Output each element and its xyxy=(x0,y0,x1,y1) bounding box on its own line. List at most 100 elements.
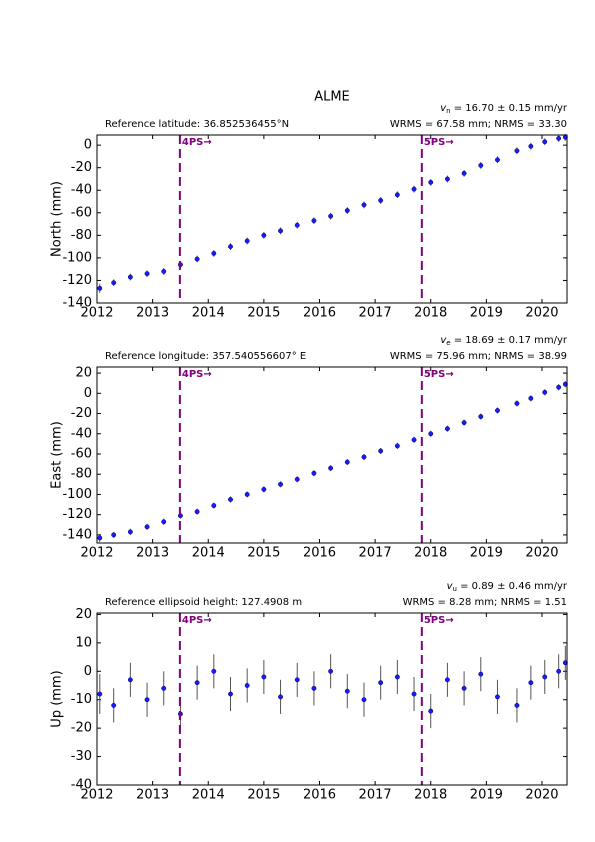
data-point xyxy=(461,685,467,691)
data-point xyxy=(278,694,284,700)
data-point xyxy=(211,668,217,674)
y-tick-label: -20 xyxy=(71,160,92,175)
data-point xyxy=(278,481,284,487)
reference: Reference ellipsoid height: 127.4908 m xyxy=(105,597,302,608)
data-point xyxy=(161,685,167,691)
x-tick-label: 2016 xyxy=(303,546,336,561)
data-point xyxy=(127,677,133,683)
x-tick-label: 2013 xyxy=(136,306,169,321)
velocity-subscript: u xyxy=(452,585,456,593)
x-tick-label: 2013 xyxy=(136,788,169,803)
data-point xyxy=(144,697,150,703)
y-axis-label: North (mm) xyxy=(50,181,65,257)
data-point xyxy=(328,668,334,674)
x-tick-label: 2018 xyxy=(414,306,447,321)
data-point xyxy=(411,691,417,697)
data-point xyxy=(127,529,133,535)
y-tick-label: -140 xyxy=(62,527,92,542)
figure-title: ALME xyxy=(314,90,350,105)
data-point xyxy=(361,454,367,460)
x-tick-label: 2015 xyxy=(247,546,280,561)
velocity-value: = 18.69 ± 0.17 mm/yr xyxy=(451,335,568,346)
data-point xyxy=(294,476,300,482)
data-point xyxy=(228,497,233,502)
data-point xyxy=(556,135,562,141)
data-point xyxy=(127,274,133,280)
data-point xyxy=(311,685,317,691)
data-point xyxy=(444,426,450,432)
velocity: vu = 0.89 ± 0.46 mm/yr xyxy=(447,581,568,593)
x-tick-label: 2018 xyxy=(414,788,447,803)
x-tick-label: 2015 xyxy=(247,788,280,803)
data-point xyxy=(278,228,284,234)
data-point xyxy=(562,381,568,387)
y-tick-label: -80 xyxy=(71,228,92,243)
data-point xyxy=(244,238,250,244)
data-point xyxy=(444,176,450,182)
data-point xyxy=(542,674,548,680)
y-tick-label: -140 xyxy=(62,296,92,311)
x-tick-label: 2016 xyxy=(303,788,336,803)
data-point xyxy=(428,708,434,714)
data-point xyxy=(528,143,534,149)
data-point xyxy=(161,519,167,525)
data-point xyxy=(311,218,317,224)
event-label: 5PS→ xyxy=(424,369,454,380)
velocity-value: = 16.70 ± 0.15 mm/yr xyxy=(451,103,568,114)
reference: Reference longitude: 357.540556607° E xyxy=(105,351,306,362)
x-tick-label: 2015 xyxy=(247,306,280,321)
y-axis-label: Up (mm) xyxy=(50,670,65,727)
y-tick-label: -120 xyxy=(62,507,92,522)
x-tick-label: 2017 xyxy=(359,546,392,561)
y-tick-label: 20 xyxy=(75,607,92,622)
y-tick-label: -20 xyxy=(71,721,92,736)
data-point xyxy=(261,232,267,238)
data-point xyxy=(111,532,117,538)
reference: Reference latitude: 36.852536455°N xyxy=(105,119,289,130)
x-tick-label: 2019 xyxy=(470,306,503,321)
y-tick-label: -120 xyxy=(62,273,92,288)
data-point xyxy=(528,680,534,686)
y-tick-label: -10 xyxy=(71,692,92,707)
data-point xyxy=(542,139,548,145)
data-point xyxy=(97,285,103,291)
x-tick-label: 2018 xyxy=(414,546,447,561)
data-point xyxy=(228,244,233,250)
event-label: 5PS→ xyxy=(424,615,454,626)
y-tick-label: -30 xyxy=(71,749,92,764)
velocity-subscript: n xyxy=(446,107,450,115)
data-point xyxy=(211,503,217,509)
data-point xyxy=(495,408,500,413)
x-tick-label: 2017 xyxy=(359,306,392,321)
data-point xyxy=(111,280,117,286)
plot-frame xyxy=(96,612,568,786)
event-label: 4PS→ xyxy=(182,615,212,626)
data-point xyxy=(378,197,384,203)
x-tick-label: 2012 xyxy=(80,306,113,321)
event-label: 4PS→ xyxy=(182,137,212,148)
data-point xyxy=(378,448,384,454)
y-tick-label: 0 xyxy=(84,664,92,679)
data-point xyxy=(562,660,568,666)
x-tick-label: 2016 xyxy=(303,306,336,321)
data-point xyxy=(97,535,103,541)
y-tick-label: -80 xyxy=(71,467,92,482)
data-point xyxy=(514,702,520,708)
data-point xyxy=(444,677,450,683)
y-tick-label: -100 xyxy=(62,487,92,502)
y-axis-label: East (mm) xyxy=(50,421,65,489)
data-point xyxy=(495,157,500,163)
data-point xyxy=(378,680,384,686)
data-point xyxy=(161,268,167,274)
data-point xyxy=(294,677,300,683)
stats: WRMS = 75.96 mm; NRMS = 38.99 xyxy=(390,351,567,362)
data-point xyxy=(428,431,434,437)
data-point xyxy=(394,192,400,198)
y-tick-label: -40 xyxy=(71,426,92,441)
data-point xyxy=(311,470,317,476)
data-point xyxy=(478,162,484,168)
data-point xyxy=(244,491,250,497)
x-tick-label: 2020 xyxy=(525,306,558,321)
y-tick-label: -60 xyxy=(71,446,92,461)
x-tick-label: 2012 xyxy=(80,788,113,803)
